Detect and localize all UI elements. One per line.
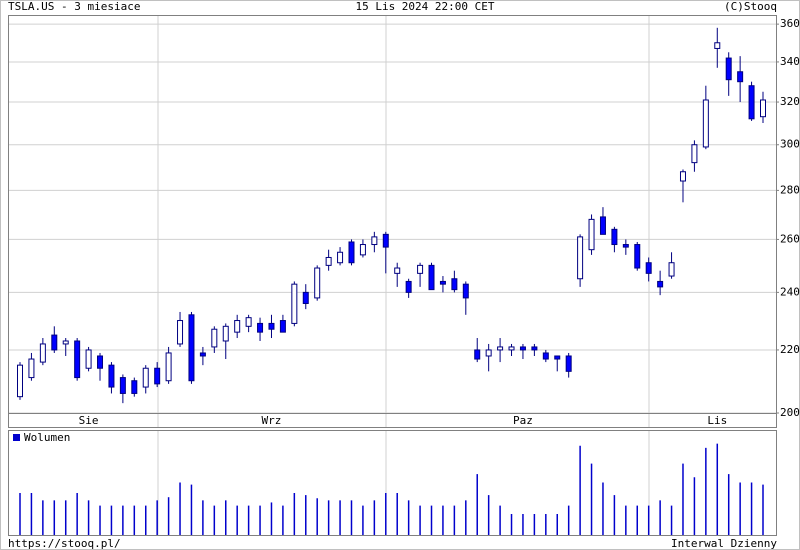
candle-body (554, 355, 561, 360)
x-tick-label: Paz (513, 414, 533, 427)
candle-body (348, 241, 355, 264)
candle-body (97, 355, 104, 369)
candle-body (622, 244, 629, 248)
candle-body (668, 262, 675, 277)
candle-body (28, 358, 35, 379)
candle-body (439, 280, 446, 285)
candle-body (165, 352, 172, 382)
candle-body (314, 267, 321, 299)
candle-body (611, 228, 618, 246)
y-tick-label: 240 (780, 285, 800, 298)
candle-body (211, 328, 218, 348)
candle-body (17, 364, 23, 398)
candle-body (565, 355, 572, 372)
y-tick-label: 360 (780, 17, 800, 30)
legend-swatch (13, 434, 20, 441)
candle-body (531, 346, 538, 351)
candle-body (451, 278, 458, 291)
credit: (C)Stooq (724, 0, 777, 13)
candle-body (154, 367, 161, 385)
candle-body (634, 244, 641, 269)
marks-layer (17, 27, 766, 535)
candle-body (474, 349, 481, 360)
candle-body (428, 264, 435, 291)
candle-body (691, 144, 698, 164)
candle-body (245, 317, 252, 327)
candle-body (714, 42, 721, 49)
candle-body (519, 346, 526, 351)
candle-body (599, 216, 606, 235)
candle-body (234, 320, 241, 333)
y-tick-label: 200 (780, 406, 800, 419)
y-tick-label: 340 (780, 55, 800, 68)
candle-body (508, 346, 515, 351)
candle-body (645, 262, 652, 274)
candle-body (177, 320, 184, 345)
candle-body (760, 99, 766, 118)
candle-body (268, 322, 275, 330)
x-tick-label: Sie (79, 414, 99, 427)
candle-body (291, 283, 298, 324)
month-row (8, 413, 777, 428)
candle-body (588, 218, 595, 251)
candle-body (74, 340, 81, 379)
candle-body (257, 322, 264, 333)
candle-body (542, 352, 549, 360)
chart-date: 15 Lis 2024 22:00 CET (355, 0, 494, 13)
y-tick-label: 320 (780, 95, 800, 108)
candle-body (748, 85, 755, 120)
grid-layer (8, 15, 776, 535)
candle-body (462, 283, 469, 299)
candle-body (85, 349, 92, 369)
candle-body (371, 236, 378, 246)
candle-body (279, 320, 286, 333)
candle-body (405, 280, 412, 293)
candle-body (337, 251, 344, 264)
candle-body (725, 57, 732, 81)
candle-body (108, 364, 115, 388)
y-tick-label: 220 (780, 343, 800, 356)
legend-label: Wolumen (24, 431, 70, 444)
candle-body (485, 349, 492, 357)
y-tick-label: 300 (780, 138, 800, 151)
candle-body (702, 99, 709, 148)
candle-body (394, 267, 401, 274)
candle-body (51, 334, 58, 351)
volume-frame (8, 430, 777, 536)
candle-body (302, 291, 309, 304)
y-tick-label: 280 (780, 183, 800, 196)
x-tick-label: Lis (707, 414, 727, 427)
candle-body (222, 325, 229, 342)
candle-body (657, 280, 664, 288)
candle-body (359, 244, 366, 256)
candle-body (679, 171, 686, 182)
candle-body (417, 264, 424, 274)
candle-body (62, 340, 69, 345)
url: https://stooq.pl/ (8, 537, 121, 550)
candle-body (577, 236, 584, 280)
candle-body (119, 377, 126, 394)
candle-body (142, 367, 149, 388)
chart-title: TSLA.US - 3 miesiace (8, 0, 140, 13)
candle-body (199, 352, 206, 357)
candle-body (131, 380, 138, 394)
candle-body (737, 71, 744, 83)
candle-body (39, 343, 46, 363)
interval: Interwal Dzienny (671, 537, 777, 550)
candle-body (382, 233, 389, 248)
x-tick-label: Wrz (262, 414, 282, 427)
candle-body (325, 256, 332, 266)
candle-body (188, 314, 195, 382)
candle-body (497, 346, 504, 351)
y-tick-label: 260 (780, 232, 800, 245)
